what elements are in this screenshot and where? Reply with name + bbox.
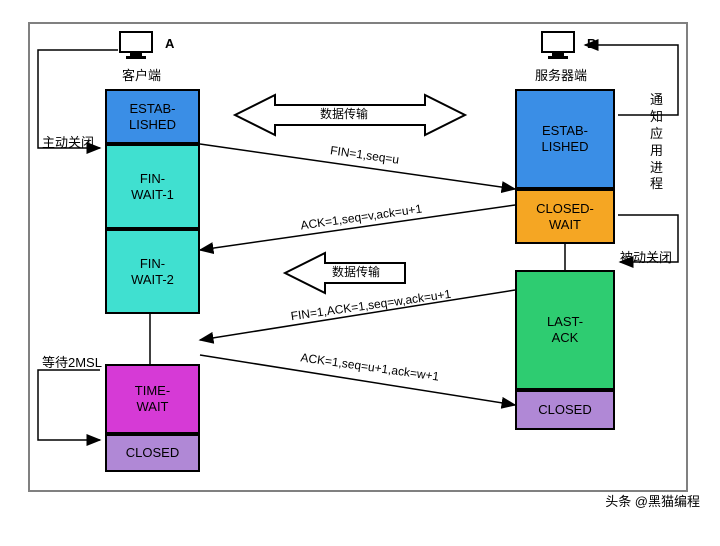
client-state-tw: TIME- WAIT (105, 364, 200, 434)
client-label: 客户端 (122, 65, 161, 84)
server-state-cw: CLOSED- WAIT (515, 189, 615, 244)
server-state-la: LAST- ACK (515, 270, 615, 390)
client-state-est: ESTAB- LISHED (105, 89, 200, 144)
data-transfer-label-mid: 数据传输 (332, 263, 380, 280)
client-state-fw1: FIN- WAIT-1 (105, 144, 200, 229)
active-close-label: 主动关闭 (42, 132, 94, 151)
client-tag: A (165, 36, 174, 51)
client-state-fw2: FIN- WAIT-2 (105, 229, 200, 314)
client-state-cl: CLOSED (105, 434, 200, 472)
server-state-cl: CLOSED (515, 390, 615, 430)
watermark: 头条 @黑猫编程 (605, 491, 700, 510)
wait-2msl-label: 等待2MSL (42, 352, 102, 371)
passive-close-label: 被动关闭 (620, 247, 672, 266)
data-transfer-label-top: 数据传输 (320, 105, 368, 122)
server-state-est: ESTAB- LISHED (515, 89, 615, 189)
server-label: 服务器端 (535, 65, 587, 84)
notify-app-label: 通 知 应 用 进 程 (650, 92, 663, 193)
server-tag: B (587, 36, 596, 51)
